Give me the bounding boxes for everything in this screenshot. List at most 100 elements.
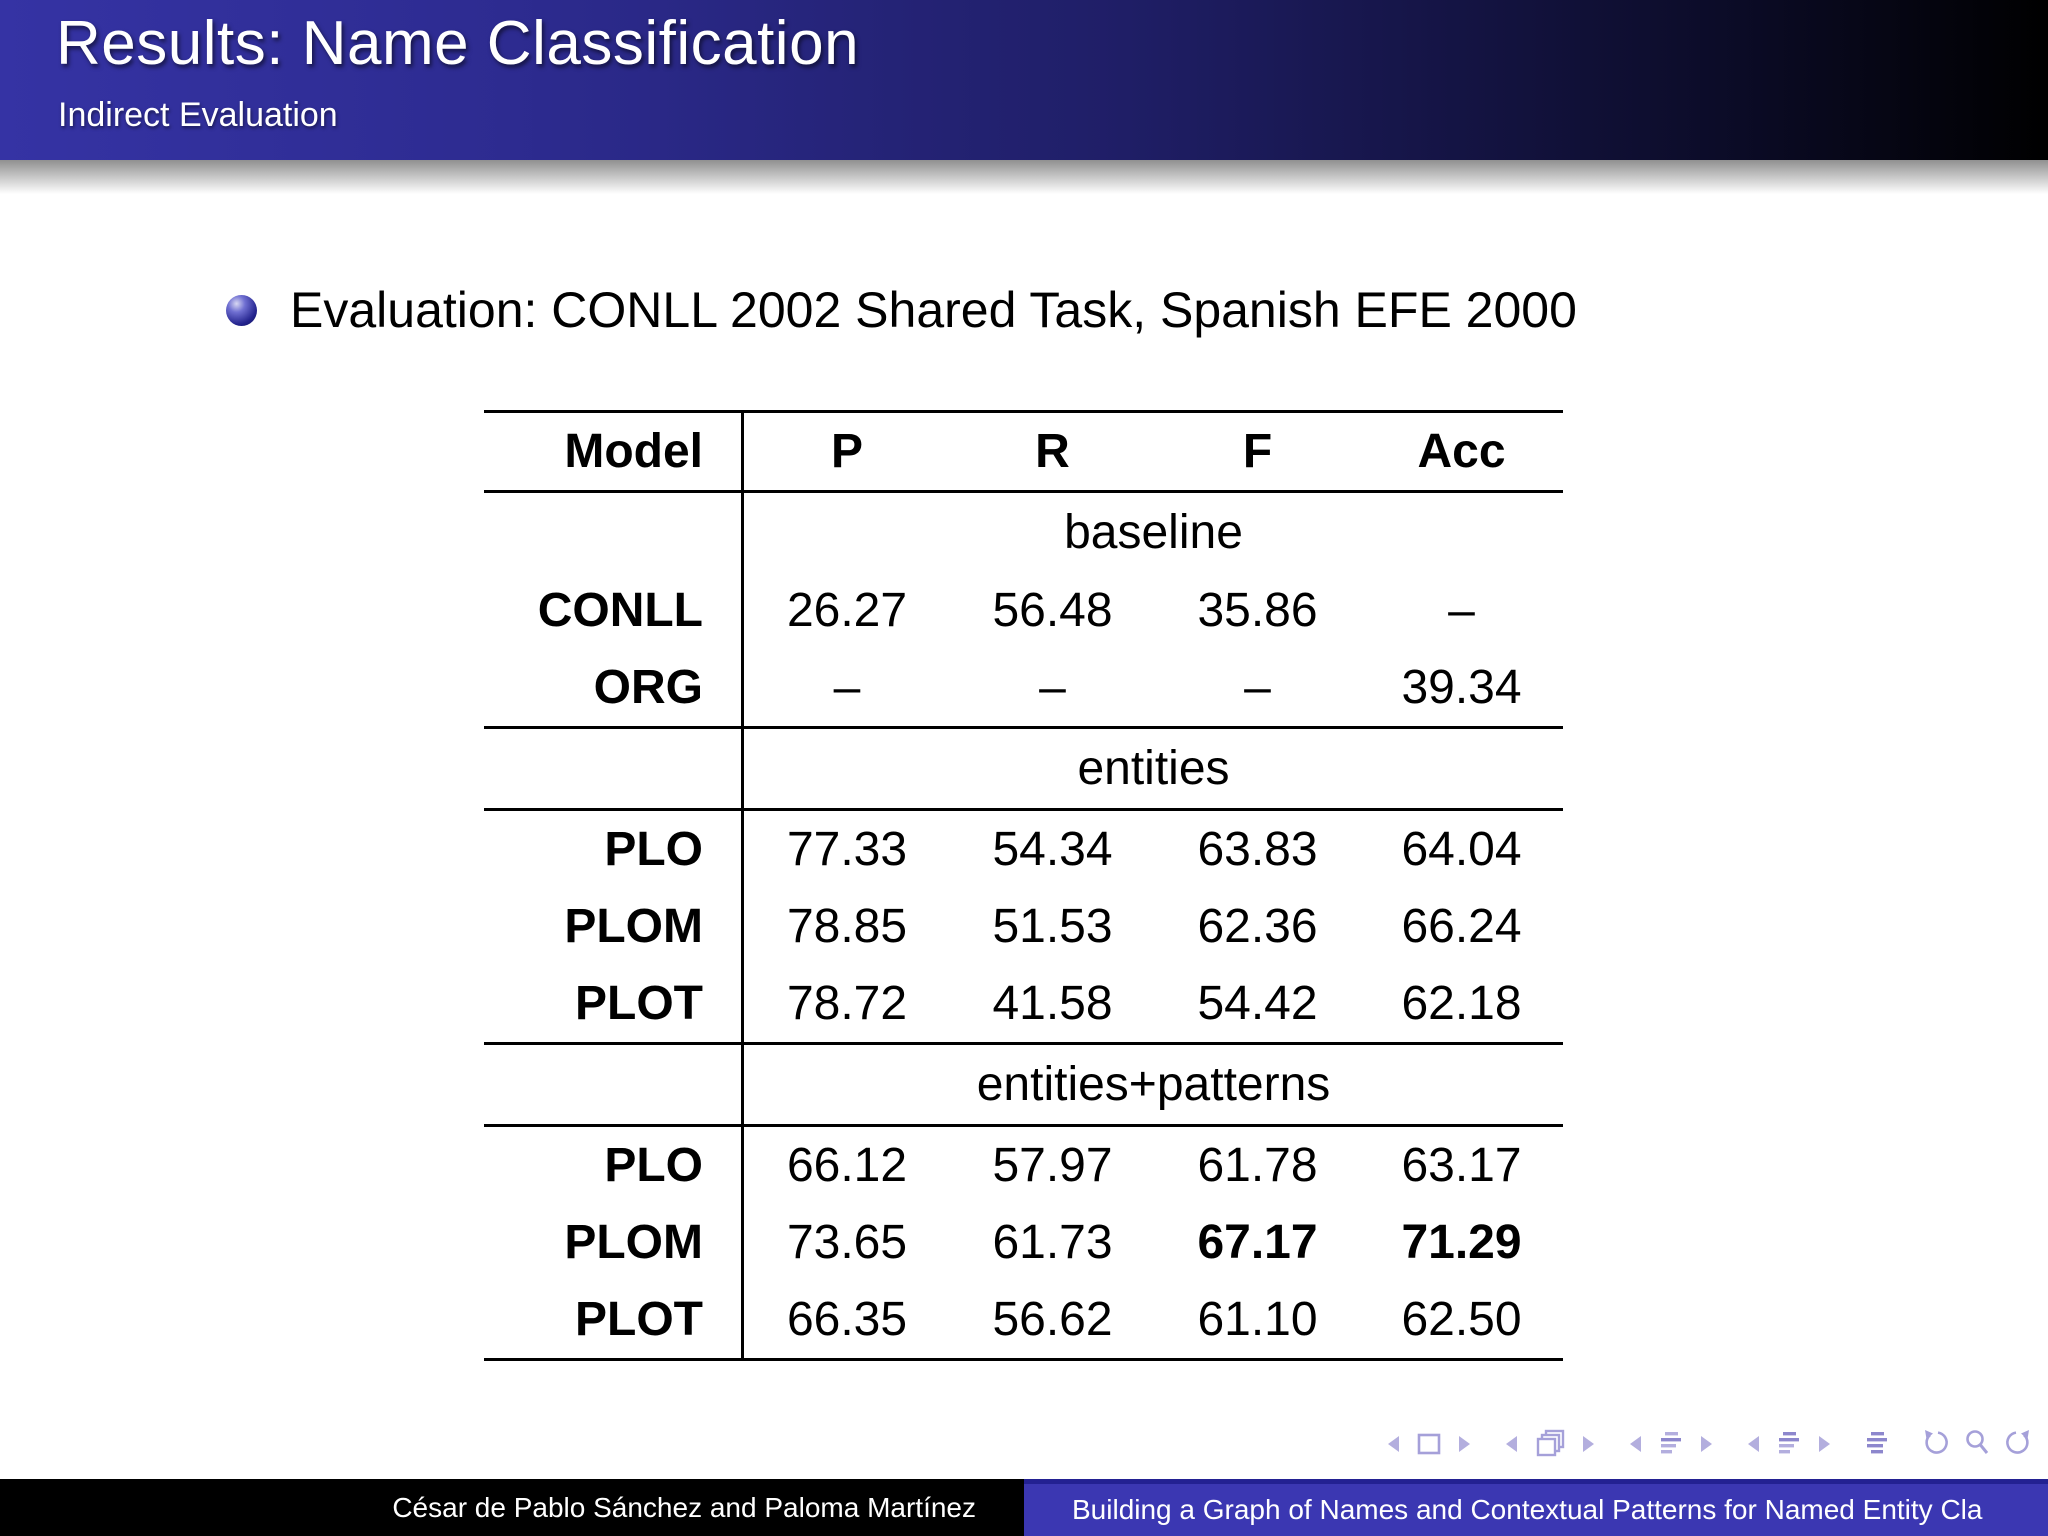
- table-cell: 56.48: [992, 584, 1113, 637]
- table-cell-best-acc: 71.29: [1401, 1216, 1522, 1269]
- section-label-row: entities: [484, 729, 1563, 811]
- table-cell: 41.58: [992, 977, 1113, 1030]
- prev-slide-icon[interactable]: [1384, 1431, 1402, 1457]
- redo-icon[interactable]: [2002, 1428, 2034, 1460]
- table-row: PLOM 73.65 61.73 67.17 71.29: [484, 1204, 1563, 1281]
- table-cell: 63.17: [1401, 1139, 1522, 1192]
- footer-authors: César de Pablo Sánchez and Paloma Martín…: [392, 1491, 976, 1523]
- table-cell: 26.27: [786, 584, 908, 637]
- table-cell: 54.34: [992, 823, 1113, 876]
- table-cell: –: [1039, 661, 1066, 714]
- table-cell: 51.53: [992, 900, 1113, 953]
- toc-subsection-icon[interactable]: [1656, 1429, 1686, 1459]
- section-label-row: baseline: [484, 493, 1563, 572]
- table-row: PLO 77.33 54.34 63.83 64.04: [484, 811, 1563, 888]
- table-cell: 61.73: [992, 1216, 1113, 1269]
- table-cell: 54.42: [1197, 977, 1318, 1030]
- footer-title-cell: Building a Graph of Names and Contextual…: [1024, 1479, 2048, 1536]
- frame-nav-group: [1502, 1428, 1598, 1460]
- bullet-item: Evaluation: CONLL 2002 Shared Task, Span…: [226, 272, 1577, 348]
- prev-subsection-icon[interactable]: [1626, 1431, 1644, 1457]
- next-slide-icon[interactable]: [1456, 1431, 1474, 1457]
- table-cell: 57.97: [992, 1139, 1113, 1192]
- table-cell-best-f: 67.17: [1197, 1216, 1318, 1269]
- table-cell: 62.18: [1401, 977, 1522, 1030]
- table-cell: 56.62: [992, 1293, 1113, 1346]
- row-label: PLOT: [484, 965, 744, 1042]
- table-cell: –: [1244, 661, 1271, 714]
- section-label-row: entities+patterns: [484, 1045, 1563, 1127]
- undo-icon[interactable]: [1920, 1428, 1952, 1460]
- row-label: PLOM: [484, 888, 744, 965]
- table-cell: 39.34: [1401, 661, 1522, 714]
- row-label: PLO: [484, 811, 744, 888]
- table-cell: 62.36: [1197, 900, 1318, 953]
- slide-footer: César de Pablo Sánchez and Paloma Martín…: [0, 1479, 2048, 1536]
- row-label: PLO: [484, 1127, 744, 1204]
- table-row: PLOT 78.72 41.58 54.42 62.18: [484, 965, 1563, 1045]
- table-header-row: Model P R F Acc: [484, 413, 1563, 493]
- table-cell: 61.78: [1197, 1139, 1318, 1192]
- footer-paper-title: Building a Graph of Names and Contextual…: [1072, 1494, 1983, 1525]
- slide-nav-group: [1384, 1429, 1474, 1459]
- prev-section-icon[interactable]: [1744, 1431, 1762, 1457]
- table-cell: 64.04: [1401, 823, 1522, 876]
- row-label: PLOT: [484, 1281, 744, 1358]
- table-cell: 78.72: [786, 977, 908, 1030]
- column-header-model: Model: [484, 413, 744, 490]
- appendix-nav-group: [1862, 1429, 1892, 1459]
- table-cell: 35.86: [1197, 584, 1318, 637]
- section-label-entities-patterns: entities+patterns: [976, 1058, 1331, 1111]
- table-row: PLO 66.12 57.97 61.78 63.17: [484, 1127, 1563, 1204]
- table-cell: 61.10: [1197, 1293, 1318, 1346]
- section-label-baseline: baseline: [1064, 506, 1243, 559]
- next-section-icon[interactable]: [1816, 1431, 1834, 1457]
- table-cell: 73.65: [786, 1216, 908, 1269]
- table-row: ORG – – – 39.34: [484, 649, 1563, 729]
- table-cell: 63.83: [1197, 823, 1318, 876]
- table-cell: 66.12: [786, 1139, 908, 1192]
- header-shadow: [0, 160, 2048, 194]
- table-empty-cell: [484, 493, 744, 572]
- column-header-p: P: [830, 425, 863, 478]
- row-label: CONLL: [484, 572, 744, 649]
- bullet-icon: [226, 294, 257, 326]
- table-cell: 66.24: [1401, 900, 1522, 953]
- section-label-entities: entities: [1077, 742, 1230, 795]
- section-nav-group: [1744, 1429, 1834, 1459]
- table-row: CONLL 26.27 56.48 35.86 –: [484, 572, 1563, 649]
- next-frame-icon[interactable]: [1580, 1431, 1598, 1457]
- table-row: PLOT 66.35 56.62 61.10 62.50: [484, 1281, 1563, 1358]
- page-subtitle: Indirect Evaluation: [58, 96, 338, 134]
- next-subsection-icon[interactable]: [1698, 1431, 1716, 1457]
- search-icon[interactable]: [1962, 1428, 1992, 1460]
- toc-appendix-icon[interactable]: [1862, 1429, 1892, 1459]
- beamer-nav-bar: [1384, 1424, 2034, 1464]
- toc-section-icon[interactable]: [1774, 1429, 1804, 1459]
- table-cell: –: [833, 661, 861, 714]
- table-row: PLOM 78.85 51.53 62.36 66.24: [484, 888, 1563, 965]
- table-cell: 78.85: [786, 900, 908, 953]
- frames-icon[interactable]: [1532, 1428, 1568, 1460]
- history-nav-group: [1920, 1428, 2034, 1460]
- slide-icon[interactable]: [1414, 1429, 1444, 1459]
- table-empty-cell: [484, 1045, 744, 1124]
- subsection-nav-group: [1626, 1429, 1716, 1459]
- column-header-f: F: [1242, 425, 1273, 478]
- results-table: Model P R F Acc baseline CONLL 26.27 56.…: [484, 410, 1563, 1361]
- prev-frame-icon[interactable]: [1502, 1431, 1520, 1457]
- row-label: PLOM: [484, 1204, 744, 1281]
- table-cell: –: [1448, 584, 1475, 637]
- table-cell: 77.33: [786, 823, 908, 876]
- table-cell: 62.50: [1401, 1293, 1522, 1346]
- column-header-r: R: [1035, 425, 1070, 478]
- footer-authors-cell: César de Pablo Sánchez and Paloma Martín…: [0, 1479, 1024, 1536]
- column-header-acc: Acc: [1417, 425, 1506, 478]
- slide-header: Results: Name Classification Indirect Ev…: [0, 0, 2048, 160]
- table-empty-cell: [484, 729, 744, 808]
- row-label: ORG: [484, 649, 744, 726]
- page-title: Results: Name Classification: [56, 9, 860, 78]
- table-cell: 66.35: [786, 1293, 908, 1346]
- bullet-text: Evaluation: CONLL 2002 Shared Task, Span…: [290, 282, 1577, 338]
